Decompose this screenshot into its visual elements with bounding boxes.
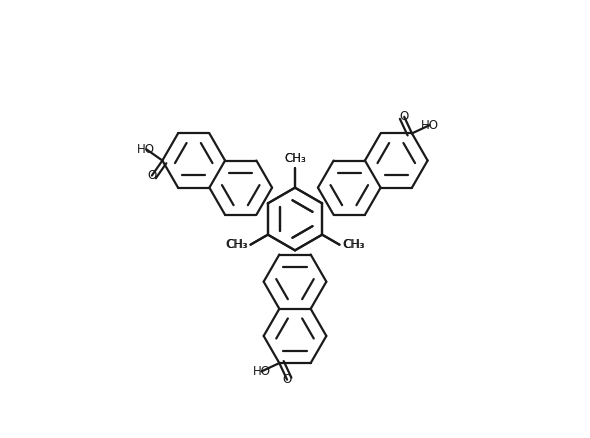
Text: CH₃: CH₃	[225, 238, 247, 251]
Text: CH₃: CH₃	[284, 152, 306, 166]
Text: HO: HO	[421, 119, 439, 131]
Text: CH₃: CH₃	[342, 238, 364, 251]
Text: HO: HO	[253, 365, 271, 378]
Text: CH₃: CH₃	[284, 152, 306, 166]
Text: CH₃: CH₃	[343, 238, 365, 251]
Text: HO: HO	[137, 143, 155, 156]
Text: CH₃: CH₃	[226, 238, 248, 251]
Text: O: O	[399, 110, 409, 124]
Text: O: O	[283, 373, 291, 386]
Text: O: O	[148, 169, 156, 182]
